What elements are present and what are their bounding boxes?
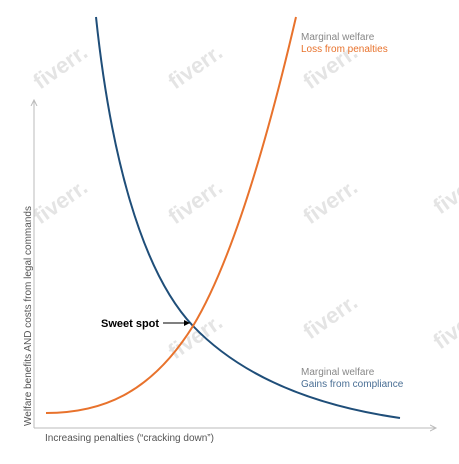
gains-curve xyxy=(95,16,401,419)
gains-label: Gains from compliance xyxy=(301,379,404,390)
watermark: fiverr. xyxy=(299,289,362,344)
y-axis-label: Welfare benefits AND costs from legal co… xyxy=(23,206,34,426)
watermarks: fiverr. fiverr. fiverr. fiverr. fiverr. fiver… xyxy=(29,39,459,364)
loss-label: Loss from penalties xyxy=(301,44,388,55)
watermark: fiverr. xyxy=(429,164,459,219)
watermark: fiverr. xyxy=(164,309,227,364)
loss-curve xyxy=(45,16,297,414)
x-axis-label: Increasing penalties (“cracking down”) xyxy=(45,433,214,444)
gains-heading: Marginal welfare xyxy=(301,367,375,378)
watermark: fiverr. xyxy=(164,174,227,229)
watermark: fiverr. xyxy=(429,299,459,354)
watermark: fiverr. xyxy=(164,39,227,94)
watermark: fiverr. xyxy=(299,174,362,229)
loss-heading: Marginal welfare xyxy=(301,32,375,43)
sweet-spot-label: Sweet spot xyxy=(101,318,159,330)
watermark: fiverr. xyxy=(29,39,92,94)
watermark: fiverr. xyxy=(29,174,92,229)
